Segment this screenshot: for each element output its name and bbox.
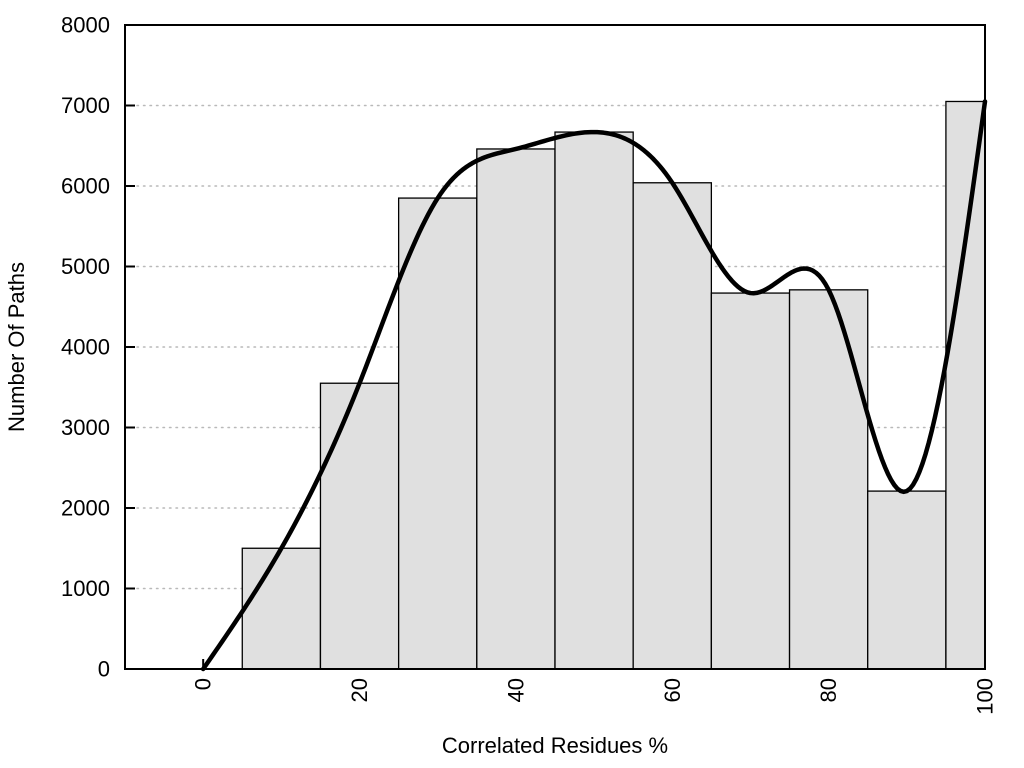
y-tick-label: 8000 xyxy=(61,13,110,38)
histogram-bar xyxy=(554,131,634,670)
histogram-bar xyxy=(397,197,478,670)
histogram-bar xyxy=(945,100,986,670)
x-axis-title: Correlated Residues % xyxy=(442,733,668,758)
y-axis-title: Number Of Paths xyxy=(4,262,29,432)
y-tick-label: 2000 xyxy=(61,496,110,521)
plot-border xyxy=(124,24,986,670)
y-tick-label: 3000 xyxy=(61,415,110,440)
y-tick-label: 5000 xyxy=(61,254,110,279)
x-tick-label: 100 xyxy=(973,678,998,715)
histogram-bar xyxy=(241,547,322,670)
x-tick-label: 40 xyxy=(503,678,528,702)
histogram-bars xyxy=(241,100,986,670)
histogram-bar xyxy=(632,182,713,670)
y-tick-label: 4000 xyxy=(61,335,110,360)
tick-labels: 0 1000 2000 3000 4000 5000 6000 7000 8000 0 20 40 60… xyxy=(61,13,997,715)
y-tick-label: 7000 xyxy=(61,93,110,118)
x-tick-label: 20 xyxy=(347,678,372,702)
plot-frame xyxy=(124,24,986,670)
x-tick-label: 60 xyxy=(660,678,685,702)
x-tick-label: 0 xyxy=(191,678,216,690)
spline-curve xyxy=(200,99,988,672)
x-tick-label: 80 xyxy=(816,678,841,702)
smooth-curve-path xyxy=(200,99,988,672)
histogram-bar xyxy=(476,148,556,670)
histogram-bar xyxy=(319,382,400,670)
histogram-bar xyxy=(788,289,869,670)
y-tick-label: 0 xyxy=(98,657,110,682)
histogram-bar xyxy=(867,490,947,670)
histogram-bar xyxy=(710,292,791,670)
y-tick-label: 1000 xyxy=(61,576,110,601)
y-tick-label: 6000 xyxy=(61,174,110,199)
